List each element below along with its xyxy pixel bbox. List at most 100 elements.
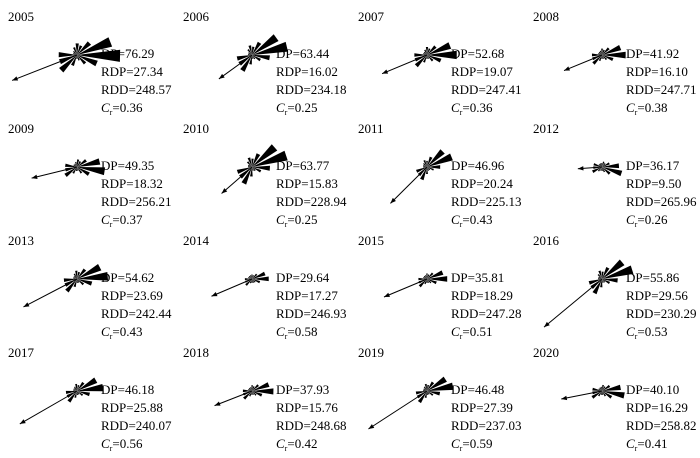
rose-petal xyxy=(427,391,430,395)
resultant-drift-arrow xyxy=(383,278,428,298)
rose-petal xyxy=(73,164,77,167)
dp-value: DP=76.29 xyxy=(101,46,155,61)
arrow-head xyxy=(383,292,390,298)
rose-petal xyxy=(427,391,441,396)
rose-petal xyxy=(77,37,113,55)
rose-petal xyxy=(248,166,252,168)
rdd-value: RDD=237.03 xyxy=(451,418,522,433)
stats-block: DP=63.44 RDP=16.02 RDD=234.18 Cr=0.25 xyxy=(276,45,347,117)
arrow-head xyxy=(214,401,221,406)
rose-petal xyxy=(593,163,602,167)
rose-panel-2009: 2009 DP=49.35 RDP=18.32 RDD=256.21 Cr=0.37 xyxy=(0,112,175,229)
rdp-value: RDP=15.76 xyxy=(276,400,338,415)
rose-petal xyxy=(77,159,87,167)
cr-value: Cr=0.58 xyxy=(276,324,318,341)
dp-value: DP=36.17 xyxy=(626,158,680,173)
rose-petal xyxy=(592,55,602,65)
rose-petal xyxy=(598,388,602,391)
rose-petal xyxy=(77,45,83,55)
rose-petal xyxy=(592,167,602,173)
rose-petal xyxy=(73,47,77,55)
rose-petal xyxy=(427,272,434,279)
rose-panel-2017: 2017 DP=46.18 RDP=25.88 RDD=240.07 Cr=0.56 xyxy=(0,336,175,453)
rose-petal xyxy=(426,55,428,59)
cr-value: Cr=0.36 xyxy=(101,100,143,117)
resultant-drift-arrow xyxy=(561,390,603,400)
rdp-value: RDP=18.32 xyxy=(101,176,163,191)
rose-panel-2013: 2013 DP=54.62 RDP=23.69 RDD=242.44 Cr=0.43 xyxy=(0,224,175,341)
resultant-drift-arrow xyxy=(23,278,78,308)
rose-petal xyxy=(423,160,427,167)
rose-petal xyxy=(602,47,610,55)
rose-petal xyxy=(423,275,427,279)
rose-petal xyxy=(602,391,613,399)
rose-petal xyxy=(251,158,254,167)
rdd-value: RDD=228.94 xyxy=(276,194,347,209)
rose-petal xyxy=(77,391,90,397)
rose-petal xyxy=(248,45,252,55)
rose-petal xyxy=(427,50,457,60)
sand-rose-diagram xyxy=(368,376,454,430)
rose-petal xyxy=(418,277,427,281)
rose-petal xyxy=(427,153,453,167)
rose-petal xyxy=(597,167,602,172)
rose-petal xyxy=(252,41,262,55)
rose-petal xyxy=(252,384,260,391)
rdp-value: RDP=20.24 xyxy=(451,176,513,191)
rose-petal xyxy=(77,167,83,174)
rose-petal xyxy=(602,167,606,173)
rose-petal xyxy=(427,167,430,171)
rose-petal xyxy=(598,52,602,55)
rose-petal xyxy=(252,391,257,396)
rose-petal xyxy=(427,156,433,167)
stats-block: DP=29.64 RDP=17.27 RDD=246.93 Cr=0.58 xyxy=(276,269,347,341)
rose-petal xyxy=(77,271,109,281)
rose-petal xyxy=(241,167,252,185)
year-label: 2010 xyxy=(183,121,209,136)
rose-petal xyxy=(67,391,77,403)
rose-petal xyxy=(423,276,427,279)
year-label: 2015 xyxy=(358,233,384,248)
rose-petal xyxy=(75,161,77,167)
rose-petal xyxy=(423,388,427,391)
rose-petal xyxy=(600,391,602,395)
rose-petal xyxy=(248,275,252,279)
rose-petal xyxy=(426,167,428,174)
resultant-drift-arrow xyxy=(19,390,78,425)
rose-panel-2018: 2018 DP=37.93 RDP=15.76 RDD=248.68 Cr=0.42 xyxy=(175,336,350,453)
rose-petal xyxy=(244,278,252,281)
rose-petal xyxy=(602,161,605,167)
rose-petal xyxy=(247,157,252,167)
rose-petal xyxy=(427,276,448,282)
rose-petal xyxy=(64,167,77,178)
rose-petal xyxy=(427,279,432,284)
sand-rose-diagram xyxy=(214,382,274,407)
rose-petal xyxy=(252,55,261,62)
rdp-value: RDP=16.02 xyxy=(276,64,338,79)
rose-petal xyxy=(598,276,602,279)
rdd-value: RDD=230.29 xyxy=(626,306,697,321)
rose-petal xyxy=(602,267,610,279)
rose-petal xyxy=(591,391,602,399)
rose-petal xyxy=(591,53,602,57)
cr-value: Cr=0.43 xyxy=(451,212,493,229)
rose-petal xyxy=(598,51,602,55)
rose-petal xyxy=(65,163,77,167)
rose-petal xyxy=(76,55,78,60)
rose-petal xyxy=(71,55,77,67)
rdp-value: RDP=9.50 xyxy=(626,176,682,191)
rose-petal xyxy=(252,41,288,55)
year-label: 2008 xyxy=(533,9,559,24)
rose-petal xyxy=(602,279,604,283)
rdd-value: RDD=247.28 xyxy=(451,306,522,321)
rdp-value: RDP=15.83 xyxy=(276,176,338,191)
rose-petal xyxy=(77,159,80,167)
rose-petal xyxy=(427,149,445,167)
arrow-head xyxy=(12,76,19,81)
rose-petal xyxy=(598,163,602,167)
sand-rose-diagram xyxy=(31,158,106,179)
cr-value: Cr=0.37 xyxy=(101,212,143,229)
dp-value: DP=49.35 xyxy=(101,158,155,173)
dp-value: DP=40.10 xyxy=(626,382,680,397)
stats-block: DP=54.62 RDP=23.69 RDD=242.44 Cr=0.43 xyxy=(101,269,172,341)
